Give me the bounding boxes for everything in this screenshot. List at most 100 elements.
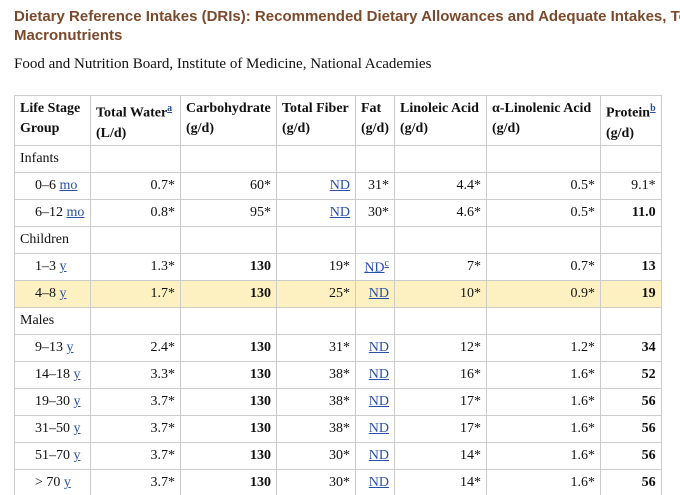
ai-value: 10* [460,286,481,301]
value-cell: 0.5* [486,172,601,200]
dri-table: Life Stage Group Total Watera (L/d) Carbohy… [14,95,662,495]
age-range: 51–70 [35,448,70,463]
column-header: Linoleic Acid (g/d) [394,95,487,146]
age-range: 19–30 [35,394,70,409]
value-cell: ND [355,280,395,308]
group-label: Infants [14,145,91,173]
ai-value: 0.7* [150,178,176,193]
unit-link[interactable]: y [59,259,67,274]
ai-value: 0.8* [150,205,176,220]
value-cell: 3.7* [90,415,181,443]
empty-cell [90,307,181,335]
unit-link[interactable]: y [63,475,71,490]
column-header: Total Watera (L/d) [90,95,181,146]
value-cell: 56 [600,415,662,443]
age-range: > 70 [35,475,61,490]
empty-cell [276,307,356,335]
header-unit: (g/d) [282,121,310,136]
value-cell: ND [355,469,395,495]
value-cell: 0.8* [90,199,181,227]
unit-link[interactable]: y [66,340,74,355]
ai-value: 60* [250,178,271,193]
value-cell: 14* [394,442,487,470]
value-cell: 95* [180,199,277,227]
rda-value: 56 [641,475,656,490]
footnote-link[interactable]: b [650,103,656,114]
nd-link[interactable]: ND [329,205,350,220]
footnote-link[interactable]: c [384,257,389,269]
value-cell: 30* [276,442,356,470]
age-cell: 0–6 mo [14,172,91,200]
unit-link[interactable]: mo [59,178,78,193]
age-cell: 51–70 y [14,442,91,470]
rda-value: 56 [641,448,656,463]
table-row: 4–8 y 1.7* 130 25* ND 10* 0.9* 19 [14,280,662,308]
value-cell: 1.6* [486,388,601,416]
value-cell: 130 [180,388,277,416]
ai-value: 1.7* [150,286,176,301]
nd-link[interactable]: ND [368,286,389,301]
rda-value: 130 [250,367,271,382]
nd-link[interactable]: ND [329,178,350,193]
ai-value: 1.2* [570,340,596,355]
age-cell: 1–3 y [14,253,91,281]
ai-value: 1.6* [570,448,596,463]
value-cell: 13 [600,253,662,281]
value-cell: 0.7* [486,253,601,281]
value-cell: 31* [355,172,395,200]
rda-value: 130 [250,259,271,274]
value-cell: 10* [394,280,487,308]
age-range: 4–8 [35,286,56,301]
unit-link[interactable]: y [73,367,81,382]
rda-value: 13 [641,259,656,274]
value-cell: 130 [180,442,277,470]
age-range: 6–12 [35,205,63,220]
rda-value: 130 [250,448,271,463]
empty-cell [600,145,662,173]
value-cell: 3.7* [90,442,181,470]
unit-link[interactable]: y [73,421,81,436]
nd-link[interactable]: ND [368,394,389,409]
footnote-ref: c [385,258,389,269]
value-cell: 11.0 [600,199,662,227]
nd-link[interactable]: ND [368,367,389,382]
nd-link[interactable]: ND [368,421,389,436]
unit-link[interactable]: y [73,394,81,409]
ai-value: 95* [250,205,271,220]
nd-link[interactable]: ND [368,475,389,490]
column-header: Proteinb (g/d) [600,95,662,146]
title: Macronutrients [14,27,123,44]
column-header: Carbohydrate (g/d) [180,95,277,146]
footnote-link[interactable]: a [167,103,173,114]
value-cell: ND [355,442,395,470]
value-cell: NDc [355,253,395,281]
value-cell: 2.4* [90,334,181,362]
value-cell: 1.6* [486,442,601,470]
footnote-ref: b [650,103,656,114]
empty-cell [355,145,395,173]
age-cell: 19–30 y [14,388,91,416]
value-cell: 130 [180,415,277,443]
unit-link[interactable]: y [73,448,81,463]
ai-value: 31* [368,178,389,193]
empty-cell [90,145,181,173]
unit-link[interactable]: mo [66,205,85,220]
value-cell: ND [276,172,356,200]
nd-link[interactable]: ND [368,340,389,355]
header-label: Carbohydrate [186,101,271,116]
header-label: Linoleic Acid [400,101,479,116]
value-cell: 130 [180,253,277,281]
unit-link[interactable]: y [59,286,67,301]
nd-link[interactable]: ND [364,260,385,276]
nd-link[interactable]: ND [368,448,389,463]
value-cell: 130 [180,334,277,362]
table-row: 19–30 y 3.7* 130 38* ND 17* 1.6* 56 [14,388,662,416]
value-cell: 56 [600,469,662,495]
table-row: Children [14,226,662,254]
header-row: Life Stage Group Total Watera (L/d) Carbohy… [14,95,662,146]
table-row: Males [14,307,662,335]
table-row: 51–70 y 3.7* 130 30* ND 14* 1.6* 56 [14,442,662,470]
ai-value: 9.1* [631,178,656,193]
age-cell: 6–12 mo [14,199,91,227]
ai-value: 30* [368,205,389,220]
